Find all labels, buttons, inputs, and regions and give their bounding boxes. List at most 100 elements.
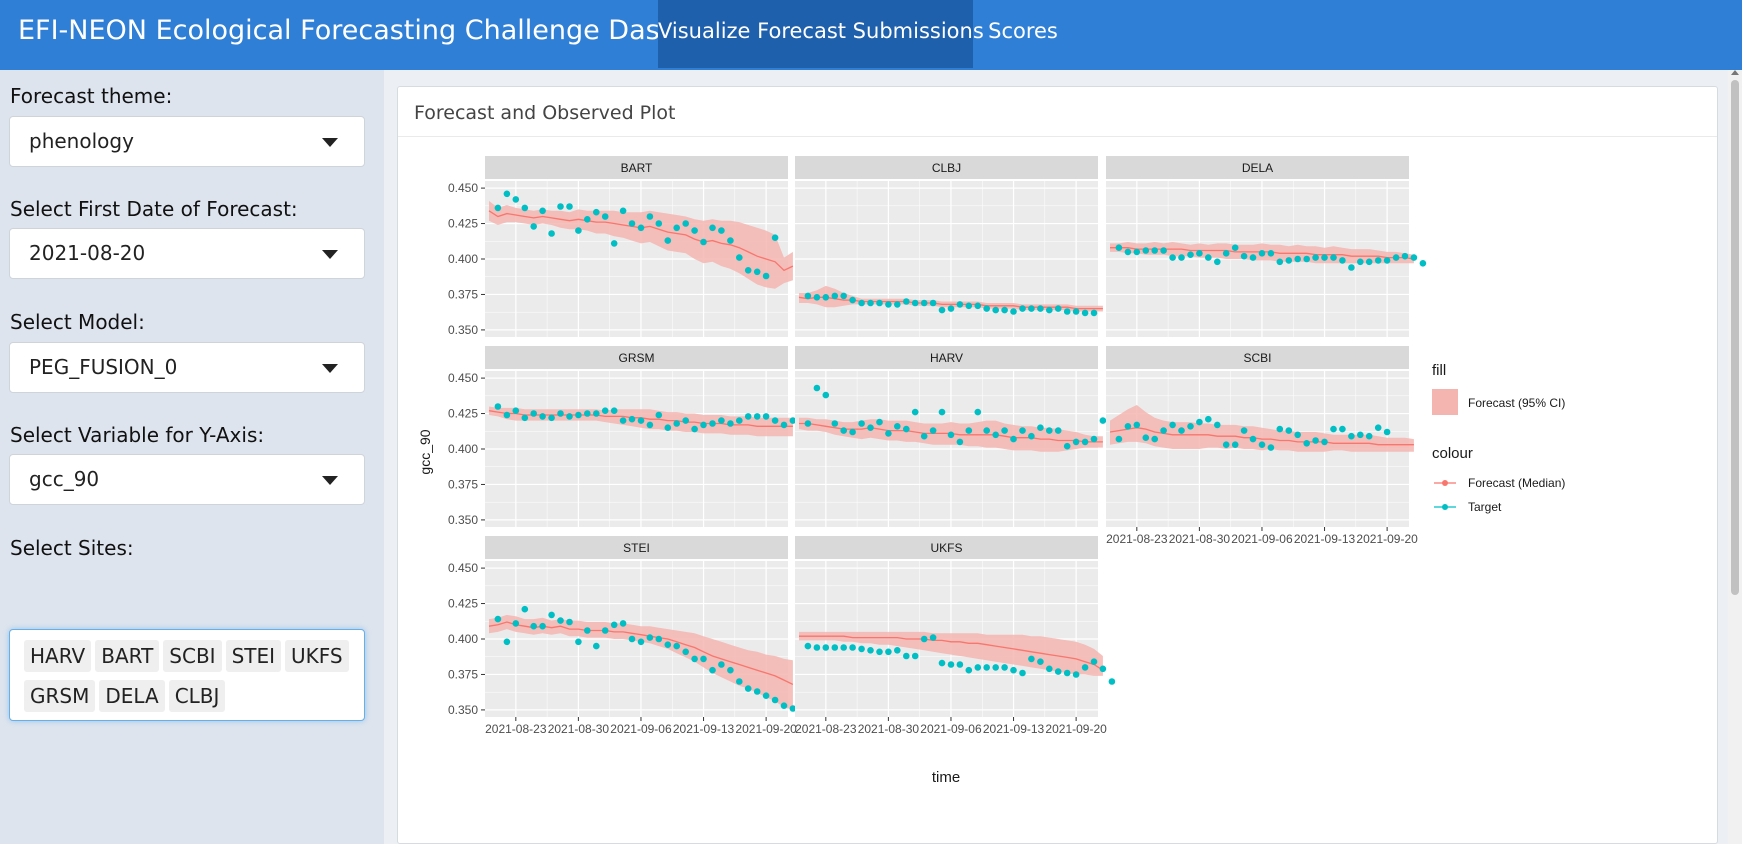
chevron-down-icon [322,250,338,259]
target-point [593,410,600,417]
target-point [700,238,707,246]
target-point [736,254,743,261]
x-tick-label: 2021-09-20 [1045,722,1107,736]
target-point [1081,664,1089,671]
target-point [1054,305,1062,312]
target-point [753,268,761,276]
target-point [840,644,847,651]
plot-box: Forecast and Observed Plot BART 0.350 0.37… [397,86,1718,844]
chevron-down-icon [322,476,338,485]
tab-scores[interactable]: Scores [988,19,1058,43]
y-tick-label: 0.425 [448,597,478,611]
target-point [831,644,839,651]
model-select[interactable]: PEG_FUSION_0 [9,342,365,393]
target-point [1187,423,1194,430]
site-chip[interactable]: UKFS [285,640,349,672]
target-point [566,203,573,210]
chevron-down-icon [322,364,338,373]
target-point [1276,425,1284,433]
target-point [903,652,910,660]
forecast-theme-label: Forecast theme: [10,84,173,108]
target-point [1124,248,1132,256]
target-point [771,696,779,704]
target-point [947,431,955,439]
target-point [1330,254,1337,261]
target-point [911,299,919,307]
target-point [1037,424,1044,432]
target-point [822,294,830,301]
site-chip[interactable]: DELA [99,680,165,712]
ci-ribbon [489,200,793,289]
target-point [804,292,812,300]
forecast-theme-select[interactable]: phenology [9,116,365,167]
target-point [1294,431,1301,439]
first-date-select[interactable]: 2021-08-20 [9,228,365,279]
target-point [813,644,821,651]
y-tick-label: 0.450 [448,181,478,195]
target-point [673,642,680,650]
site-chip[interactable]: SCBI [163,640,222,672]
facet-strip [1106,346,1409,369]
target-point [1187,251,1194,258]
facet-label: SCBI [1243,351,1271,365]
scroll-up-icon[interactable] [1731,70,1739,75]
target-point [1072,308,1080,315]
target-point [965,666,973,674]
target-point [762,692,770,699]
target-point [566,413,573,420]
target-point [736,417,743,424]
target-point [849,296,856,304]
target-point [1214,421,1221,429]
site-chip[interactable]: CLBJ [168,680,226,712]
target-point [1019,669,1026,677]
target-point [512,407,520,415]
target-point [992,431,999,439]
site-chip[interactable]: GRSM [24,680,96,712]
target-point [709,224,716,232]
target-point [575,411,582,419]
facet-label: GRSM [619,351,655,365]
tab-visualize-forecast-submissions[interactable]: Visualize Forecast Submissions [658,0,984,68]
target-point [983,305,990,312]
target-point [1321,438,1328,446]
target-point [1169,254,1176,261]
target-point [700,655,707,663]
y-variable-label: Select Variable for Y-Axis: [10,423,265,447]
sites-multiselect[interactable]: HARV BART SCBI STEI UKFS GRSM DELA CLBJ [9,629,365,721]
target-point [727,420,734,427]
y-axis-title: gcc_90 [417,429,433,474]
median-line [1109,427,1414,446]
site-chip[interactable]: STEI [225,640,282,672]
site-chip[interactable]: HARV [24,640,92,672]
y-variable-select[interactable]: gcc_90 [9,454,365,505]
target-point [1115,435,1123,443]
target-point [1178,427,1185,434]
target-point [655,411,663,419]
site-chip[interactable]: BART [95,640,160,672]
target-point [655,635,663,643]
target-point [1303,255,1310,263]
target-point [1222,441,1230,449]
scroll-thumb[interactable] [1731,80,1739,595]
target-point [1231,441,1239,449]
target-point [744,685,752,692]
target-point [1046,665,1053,673]
target-point [876,299,883,307]
target-point [1115,244,1123,251]
target-point [849,428,856,436]
sidebar: Forecast theme: phenology Select First D… [0,70,384,844]
target-point [1019,305,1026,312]
target-point [512,620,520,627]
target-point [530,410,537,417]
target-point [1258,250,1266,257]
target-point [1339,257,1346,264]
target-point [1133,248,1141,256]
target-point [1142,434,1150,442]
target-point [494,615,502,623]
x-tick-label: 2021-09-06 [920,722,982,736]
target-point [682,220,689,227]
page-scrollbar[interactable] [1728,70,1742,844]
ci-ribbon [799,631,1103,676]
target-point [1419,260,1427,267]
target-point [584,410,591,417]
